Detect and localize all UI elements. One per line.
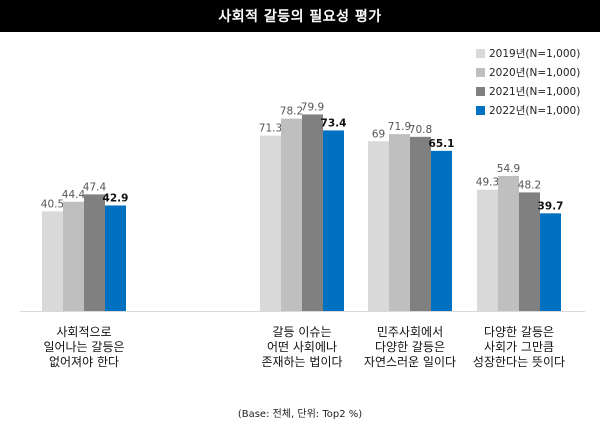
data-label-4-3: 65.1 (429, 138, 455, 150)
data-label-3-1: 47.4 (83, 181, 107, 193)
legend-item-2: 2020년(N=1,000) (476, 63, 596, 82)
legend-swatch-3 (476, 87, 485, 96)
data-label-2-1: 44.4 (62, 189, 86, 201)
footnote: (Base: 전체, 단위: Top2 %) (237, 409, 363, 420)
bar-1-4 (477, 189, 498, 311)
legend-item-4: 2022년(N=1,000) (476, 101, 596, 120)
legend-swatch-4 (476, 106, 485, 115)
legend-label-3: 2021년(N=1,000) (489, 86, 581, 98)
bar-4-3 (431, 150, 452, 311)
data-label-4-1: 42.9 (103, 192, 129, 204)
legend-label-4: 2022년(N=1,000) (489, 105, 581, 117)
data-label-3-3: 70.8 (409, 124, 432, 136)
bar-3-3 (410, 136, 431, 311)
bar-1-2 (260, 135, 281, 311)
legend-label-2: 2020년(N=1,000) (489, 67, 581, 79)
bar-2-3 (389, 134, 410, 311)
data-label-2-4: 54.9 (497, 163, 520, 175)
bar-2-2 (281, 118, 302, 312)
bar-1-3 (368, 141, 389, 311)
bar-4-2 (323, 130, 344, 311)
data-label-2-3: 71.9 (388, 121, 411, 133)
legend-item-1: 2019년(N=1,000) (476, 44, 596, 63)
data-label-3-2: 79.9 (301, 101, 324, 113)
legend: 2019년(N=1,000) 2020년(N=1,000) 2021년(N=1,00… (476, 44, 596, 120)
data-label-1-1: 40.5 (41, 198, 64, 210)
category-label-4: 다양한 갈등은 사회가 그만큼 성장한다는 뜻이다 (472, 325, 566, 369)
chart-title: 사회적 갈등의 필요성 평가 (0, 0, 600, 32)
bar-2-1 (63, 201, 84, 311)
data-label-1-4: 49.3 (476, 177, 499, 189)
legend-item-3: 2021년(N=1,000) (476, 82, 596, 101)
bar-3-2 (302, 114, 323, 311)
data-label-1-2: 71.3 (259, 123, 282, 135)
bar-4-4 (540, 213, 561, 311)
data-label-1-3: 69 (372, 128, 385, 140)
category-label-1: 사회적으로 일어나는 갈등은 없어져야 한다 (43, 325, 125, 369)
data-label-2-2: 78.2 (280, 106, 303, 118)
category-label-2: 갈등 이슈는 어떤 사회에나 존재하는 법이다 (261, 325, 343, 369)
bar-2-4 (498, 175, 519, 311)
legend-swatch-1 (476, 49, 485, 58)
category-label-3: 민주사회에서 다양한 갈등은 자연스러운 일이다 (363, 325, 457, 369)
data-label-4-2: 73.4 (321, 117, 347, 129)
bar-4-1 (105, 205, 126, 311)
data-label-4-4: 39.7 (538, 200, 564, 212)
bar-3-4 (519, 192, 540, 311)
legend-label-1: 2019년(N=1,000) (489, 48, 581, 60)
bar-3-1 (84, 194, 105, 311)
legend-swatch-2 (476, 68, 485, 77)
data-label-3-4: 48.2 (518, 179, 541, 191)
bar-1-1 (42, 211, 63, 311)
chart-title-text: 사회적 갈등의 필요성 평가 (218, 9, 382, 25)
